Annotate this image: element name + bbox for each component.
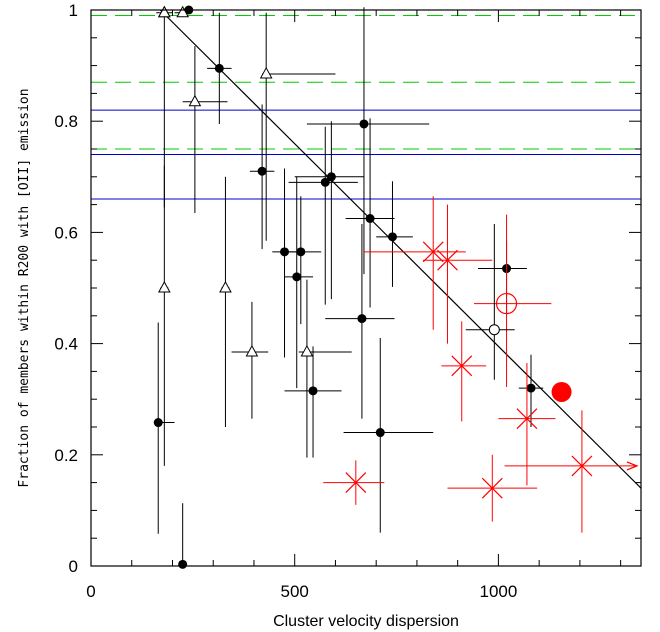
cross-marker-stroke bbox=[571, 455, 593, 477]
data-point-red-cross bbox=[441, 321, 487, 422]
cross-marker-stroke bbox=[481, 477, 503, 499]
filled-circle-marker bbox=[326, 172, 336, 182]
open-triangle-marker bbox=[259, 66, 273, 79]
data-point-open-triangle bbox=[157, 165, 171, 466]
data-point-filled-circle bbox=[345, 118, 395, 308]
black-open-circle-marker bbox=[488, 324, 500, 336]
cross-marker-stroke bbox=[516, 408, 538, 430]
filled-circle-marker bbox=[320, 177, 330, 187]
reference-lines bbox=[91, 15, 641, 200]
filled-circle-marker bbox=[375, 428, 385, 438]
data-point-filled-circle bbox=[284, 176, 314, 389]
filled-circle-marker bbox=[359, 119, 369, 129]
open-triangle-marker bbox=[157, 5, 171, 18]
open-triangle-marker bbox=[219, 280, 232, 293]
filled-circle-marker bbox=[153, 418, 163, 428]
open-triangle-marker bbox=[188, 94, 202, 107]
cross-marker-stroke bbox=[451, 355, 473, 377]
filled-circle-marker bbox=[280, 247, 290, 257]
data-point-filled-circle bbox=[306, 7, 430, 275]
y-tick-label: 1 bbox=[69, 1, 78, 20]
filled-circle-marker bbox=[178, 559, 188, 569]
filled-circle-marker bbox=[214, 63, 224, 73]
open-triangle-marker bbox=[245, 344, 259, 357]
cross-marker-stroke bbox=[345, 472, 367, 494]
data-point-filled-circle bbox=[325, 224, 395, 419]
filled-circle-marker bbox=[357, 314, 367, 324]
data-point-open-triangle bbox=[157, 5, 171, 208]
data-point-filled-circle bbox=[294, 121, 364, 300]
trend-line-group bbox=[159, 9, 642, 489]
filled-circle-marker bbox=[526, 383, 536, 393]
open-triangle-marker bbox=[176, 5, 190, 18]
data-point-open-triangle bbox=[298, 279, 352, 458]
tick-labels: 0 500 1000 0 0.2 0.4 0.6 0.8 1 bbox=[54, 1, 517, 601]
data-point-red-cross bbox=[423, 204, 493, 344]
filled-circle-marker bbox=[292, 272, 302, 282]
y-tick-label: 0.2 bbox=[54, 446, 78, 465]
data-point-filled-circle bbox=[249, 104, 275, 250]
trend-line bbox=[159, 9, 642, 489]
filled-circle-marker bbox=[296, 247, 306, 257]
data-point-open-triangle bbox=[219, 176, 232, 427]
limit-arrow-head bbox=[626, 461, 639, 471]
y-tick-label: 0.4 bbox=[54, 335, 78, 354]
data-point-filled-circle bbox=[284, 346, 342, 458]
data-points bbox=[153, 5, 639, 569]
filled-circle-marker bbox=[308, 386, 318, 396]
cross-marker-stroke bbox=[437, 249, 458, 271]
data-point-red-filled-circle bbox=[551, 381, 572, 402]
x-tick-label: 0 bbox=[86, 582, 95, 601]
data-point-filled-circle bbox=[518, 354, 544, 427]
axis-ticks bbox=[90, 9, 641, 567]
data-point-red-open-circle bbox=[473, 214, 552, 387]
data-point-red-cross bbox=[447, 454, 538, 522]
data-point-filled-circle bbox=[207, 12, 232, 124]
x-tick-label: 1000 bbox=[479, 582, 517, 601]
data-point-filled-circle bbox=[288, 126, 358, 305]
filled-circle-marker bbox=[387, 232, 397, 242]
x-tick-label: 500 bbox=[281, 582, 309, 601]
data-point-black-open-circle bbox=[465, 224, 515, 380]
data-point-filled-circle bbox=[343, 338, 434, 533]
open-triangle-marker bbox=[157, 280, 171, 293]
data-point-red-cross bbox=[363, 196, 466, 330]
red-filled-circle-marker bbox=[551, 381, 572, 402]
y-tick-label: 0.8 bbox=[54, 112, 78, 131]
data-point-open-triangle bbox=[259, 12, 336, 241]
y-axis-title: Fraction of members within R200 with [OI… bbox=[17, 88, 32, 487]
data-point-red-cross bbox=[504, 410, 639, 533]
y-tick-label: 0 bbox=[69, 557, 78, 576]
data-point-filled-circle bbox=[478, 240, 527, 314]
data-point-open-triangle bbox=[231, 301, 269, 419]
cross-marker-stroke bbox=[422, 241, 444, 263]
red-open-circle-marker bbox=[495, 292, 518, 315]
data-point-red-cross bbox=[323, 460, 385, 505]
data-point-open-triangle bbox=[182, 46, 228, 213]
data-point-filled-circle bbox=[272, 168, 297, 358]
data-point-red-cross bbox=[498, 363, 556, 486]
filled-circle-marker bbox=[257, 166, 267, 176]
open-triangle-marker bbox=[300, 344, 314, 357]
data-point-filled-circle bbox=[288, 196, 322, 325]
data-point-filled-circle bbox=[153, 322, 175, 534]
data-point-open-triangle bbox=[174, 5, 191, 18]
filled-circle-marker bbox=[365, 214, 375, 223]
x-axis-title: Cluster velocity dispersion bbox=[273, 613, 459, 630]
y-tick-label: 0.6 bbox=[54, 223, 78, 242]
data-point-filled-circle bbox=[178, 503, 188, 569]
data-point-filled-circle bbox=[376, 181, 413, 287]
